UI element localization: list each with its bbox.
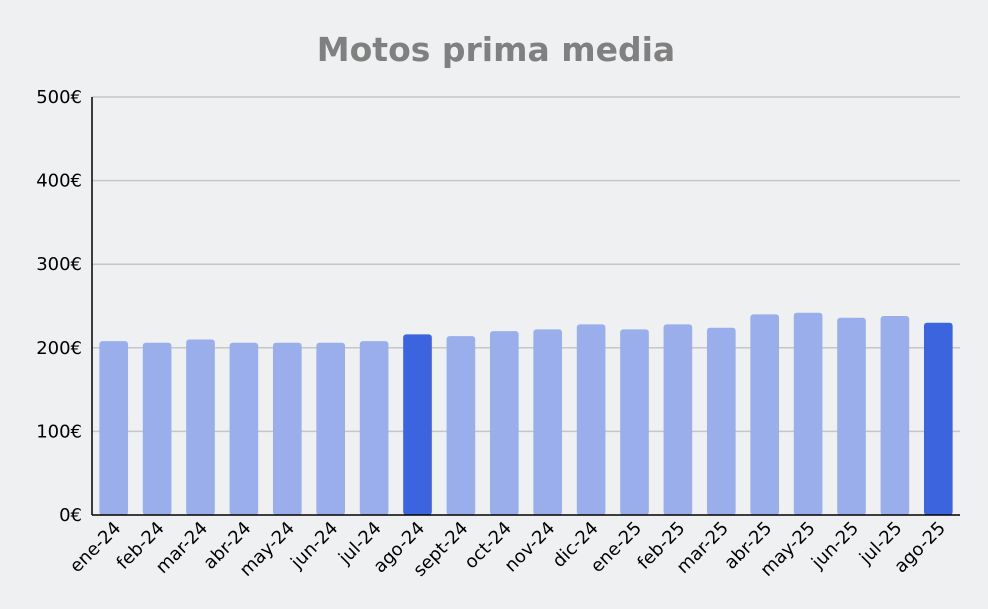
bar-may-25[interactable] (793, 312, 823, 515)
bar-nov-24[interactable] (533, 329, 563, 515)
grid-lines (92, 96, 960, 433)
y-tick-label: 500€ (36, 87, 82, 108)
bar-sept-24[interactable] (446, 336, 476, 515)
bar-ago-24[interactable] (403, 334, 432, 515)
bar-abr-24[interactable] (229, 342, 259, 515)
x-axis-ticks: ene-24feb-24mar-24abr-24may-24jun-24jul-… (66, 518, 950, 581)
bar-jul-24[interactable] (359, 341, 389, 515)
x-tick-label: ene-24 (66, 518, 125, 577)
bar-ene-24[interactable] (99, 341, 129, 515)
y-tick-label: 400€ (36, 171, 82, 192)
bar-oct-24[interactable] (489, 331, 519, 515)
x-tick-label: jun-25 (807, 518, 863, 574)
bar-jun-25[interactable] (837, 317, 866, 515)
chart-title: Motos prima media (317, 30, 675, 69)
y-tick-label: 200€ (36, 338, 82, 359)
bar-abr-25[interactable] (750, 314, 780, 515)
x-tick-label: jun-24 (286, 518, 342, 574)
bar-jun-24[interactable] (316, 342, 346, 515)
bar-dic-24[interactable] (576, 324, 606, 515)
bar-mar-25[interactable] (706, 327, 736, 515)
y-axis-ticks: 0€ 100€ 200€ 300€ 400€ 500€ (36, 87, 82, 526)
bar-feb-24[interactable] (142, 342, 172, 515)
bar-mar-24[interactable] (186, 339, 215, 515)
axes (91, 97, 960, 516)
bar-ago-25[interactable] (923, 322, 953, 515)
y-tick-label: 0€ (59, 505, 82, 526)
bar-ene-25[interactable] (620, 329, 649, 515)
bar-jul-25[interactable] (880, 316, 910, 515)
y-tick-label: 300€ (36, 254, 82, 275)
bars (99, 312, 953, 515)
bar-may-24[interactable] (272, 342, 302, 515)
y-tick-label: 100€ (36, 421, 82, 442)
bar-feb-25[interactable] (663, 324, 693, 515)
